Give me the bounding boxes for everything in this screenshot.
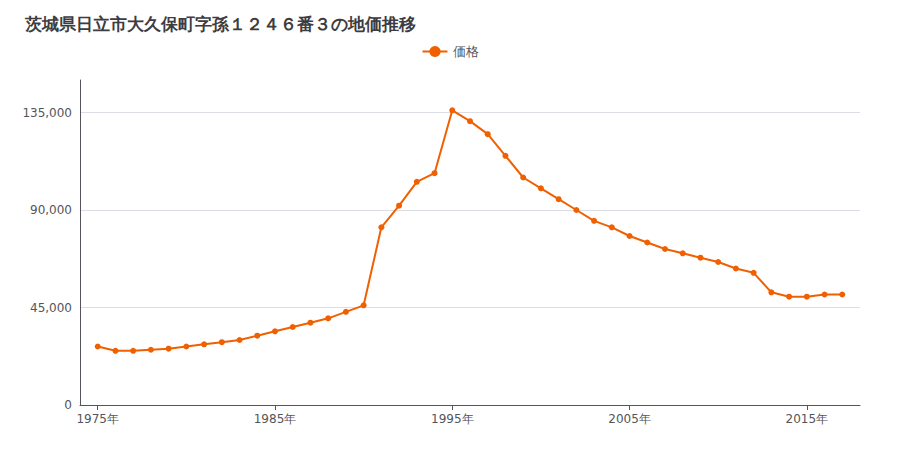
svg-text:価格: 価格 (453, 44, 479, 59)
svg-text:1975年: 1975年 (76, 412, 119, 426)
svg-text:0: 0 (64, 398, 72, 412)
svg-text:1985年: 1985年 (254, 412, 297, 426)
svg-text:2015年: 2015年 (786, 412, 829, 426)
svg-text:茨城県日立市大久保町字孫１２４６番３の地価推移: 茨城県日立市大久保町字孫１２４６番３の地価推移 (24, 14, 416, 34)
svg-text:1995年: 1995年 (431, 412, 474, 426)
svg-text:135,000: 135,000 (22, 106, 72, 120)
svg-text:45,000: 45,000 (30, 301, 72, 315)
svg-text:90,000: 90,000 (30, 203, 72, 217)
svg-text:2005年: 2005年 (608, 412, 651, 426)
